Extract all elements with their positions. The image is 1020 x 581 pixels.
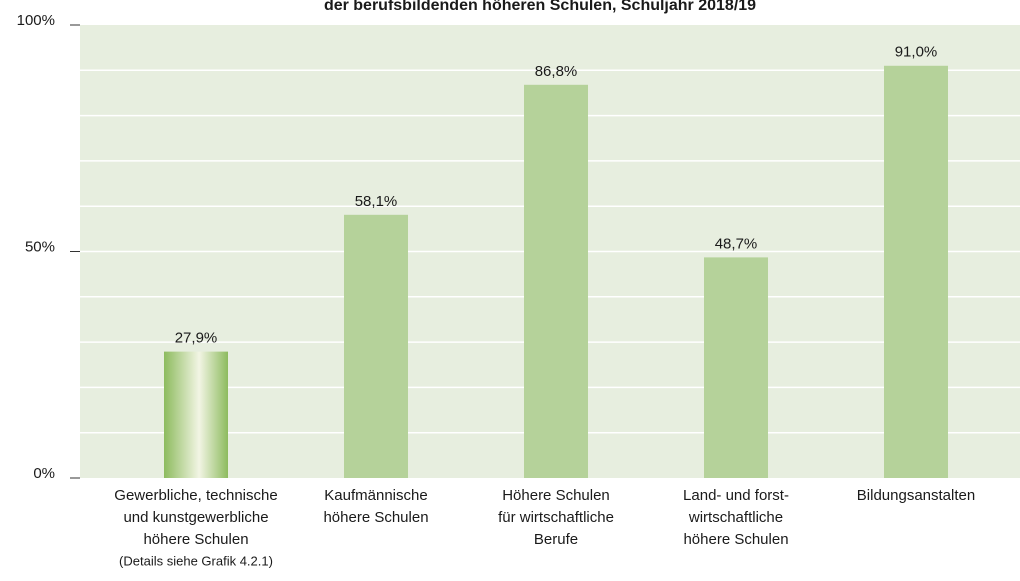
bar <box>164 351 228 478</box>
x-tick-label: höhere Schulen <box>683 531 788 548</box>
bar <box>704 257 768 478</box>
x-tick-label: höhere Schulen <box>143 531 248 548</box>
chart-title: der berufsbildenden höheren Schulen, Sch… <box>324 0 756 14</box>
x-tick-label: (Details siehe Grafik 4.2.1) <box>119 553 273 568</box>
value-label: 58,1% <box>355 193 398 210</box>
y-tick-label: 0% <box>33 465 55 482</box>
x-tick-label: und kunstgewerbliche <box>123 509 268 526</box>
value-label: 48,7% <box>715 235 758 252</box>
x-tick-label: Bildungsanstalten <box>857 487 975 504</box>
bar <box>344 214 408 478</box>
y-tick-label: 100% <box>17 12 55 29</box>
x-tick-label: Gewerbliche, technische <box>114 487 277 504</box>
x-tick-label: höhere Schulen <box>323 509 428 526</box>
value-label: 86,8% <box>535 63 578 80</box>
bar <box>524 84 588 479</box>
x-tick-label: Kaufmännische <box>324 487 427 504</box>
value-label: 27,9% <box>175 330 218 347</box>
y-tick-label: 50% <box>25 238 55 255</box>
x-tick-label: Höhere Schulen <box>502 487 610 504</box>
bar <box>884 65 948 479</box>
x-tick-label: Berufe <box>534 531 578 548</box>
x-tick-label: wirtschaftliche <box>688 509 783 526</box>
value-label: 91,0% <box>895 44 938 61</box>
x-tick-label: Land- und forst- <box>683 487 789 504</box>
x-tick-label: für wirtschaftliche <box>498 509 614 526</box>
